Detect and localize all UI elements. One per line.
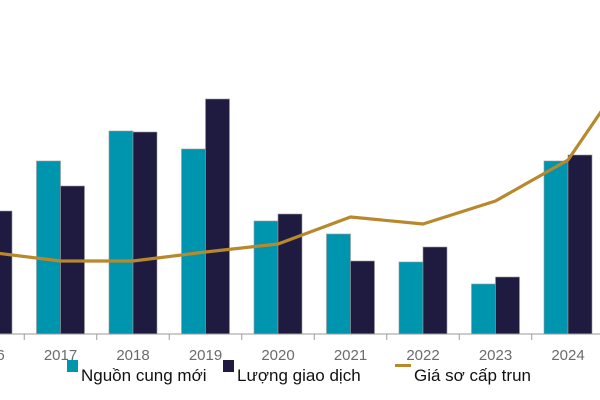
legend-item-transactions: Lượng giao dịch	[223, 360, 361, 390]
bar-transactions-2016	[0, 210, 13, 335]
legend-swatch-primary-price	[395, 364, 411, 367]
bar-transactions-2022	[422, 246, 448, 335]
bar-transactions-2024	[567, 154, 593, 335]
legend-item-new-supply: Nguồn cung mới	[67, 360, 207, 390]
x-tick-label-2018: 2018	[116, 347, 149, 364]
bar-transactions-2020	[277, 213, 303, 335]
legend-swatch-transactions	[223, 360, 234, 372]
bar-new-supply-2024	[543, 160, 569, 335]
legend-label-transactions: Lượng giao dịch	[237, 366, 361, 385]
legend-label-new-supply: Nguồn cung mới	[81, 366, 207, 385]
x-tick-label-2016: 2016	[0, 347, 5, 364]
bar-transactions-2021	[350, 260, 375, 335]
x-tick-label-2017: 2017	[44, 347, 77, 364]
bar-new-supply-2023	[471, 283, 496, 335]
bar-new-supply-2020	[253, 220, 279, 335]
bar-new-supply-2018	[108, 130, 134, 335]
bar-transactions-2023	[495, 276, 520, 335]
x-tick-label-2022: 2022	[406, 347, 439, 364]
legend-label-primary-price: Giá sơ cấp trun	[414, 366, 531, 385]
x-tick-label-2021: 2021	[334, 347, 367, 364]
legend-item-primary-price: Giá sơ cấp trun	[395, 360, 531, 390]
bar-new-supply-2022	[398, 261, 424, 335]
bar-transactions-2018	[132, 131, 158, 335]
legend-swatch-new-supply	[67, 360, 78, 372]
x-tick-label-2024: 2024	[551, 347, 584, 364]
bar-new-supply-2017	[36, 160, 61, 335]
bar-new-supply-2019	[181, 148, 206, 335]
bar-transactions-2019	[205, 98, 230, 335]
x-tick-label-2019: 2019	[189, 347, 222, 364]
bar-new-supply-2021	[326, 233, 351, 335]
line-primary-price	[0, 110, 600, 263]
x-tick-label-2020: 2020	[261, 347, 294, 364]
x-tick-label-2023: 2023	[479, 347, 512, 364]
